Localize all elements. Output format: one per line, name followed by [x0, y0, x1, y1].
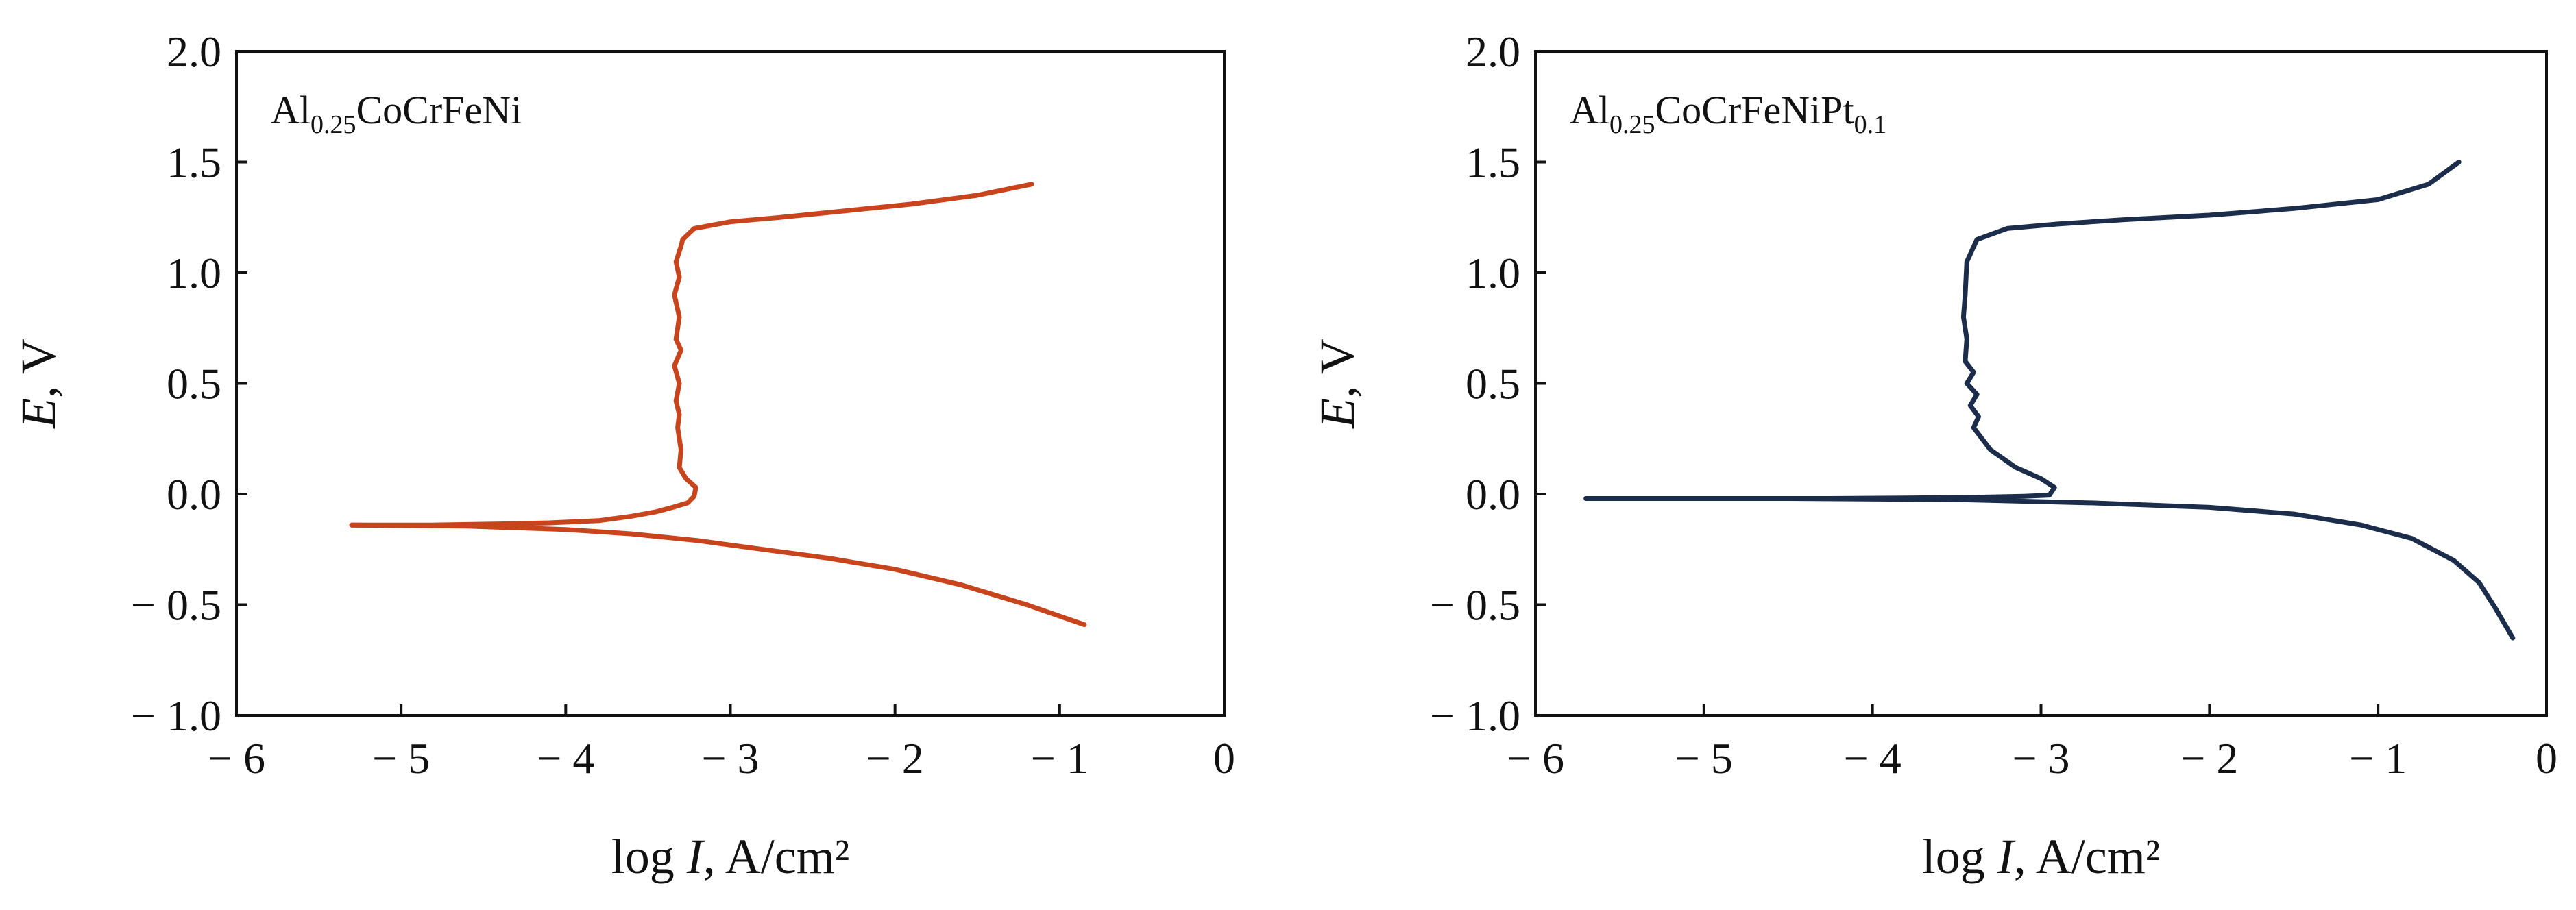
chart-panel-left: − 6 − 5 − 4 − 3 − 2 − 1 0 2.0 1.5 1.0 0.5 0.0 − 0.5 −…	[11, 27, 1235, 884]
polarization-curve-anodic	[1583, 160, 2462, 501]
y-axis-label: E, V	[1310, 339, 1365, 429]
y-tick-label: − 1.0	[1430, 691, 1520, 740]
alloy-annotation: Al0.25CoCrFeNiPt0.1	[1570, 88, 1886, 139]
alloy-annotation: Al0.25CoCrFeNi	[271, 88, 522, 139]
x-tick-label: − 3	[2012, 734, 2069, 783]
y-tick-label: − 0.5	[131, 581, 221, 630]
x-tick-label: − 5	[1675, 734, 1733, 783]
y-tick-label: 2.0	[1466, 27, 1520, 76]
polarization-curve-anodic	[349, 182, 1034, 528]
y-tick-label: − 1.0	[131, 691, 221, 740]
y-tick-label: 0.5	[1466, 360, 1520, 408]
y-axis-label: E, V	[11, 339, 66, 429]
x-axis-label: log I, A/cm²	[611, 829, 850, 884]
x-tick-label: − 3	[701, 734, 759, 783]
x-tick-label: − 6	[208, 734, 265, 783]
x-tick-label: − 2	[866, 734, 924, 783]
polarization-curve-cathodic	[1583, 496, 2516, 641]
y-tick-label: 1.0	[167, 249, 221, 297]
y-tick-label: − 0.5	[1430, 581, 1520, 630]
y-tick-label: 0.5	[167, 360, 221, 408]
y-tick-label: 0.0	[1466, 470, 1520, 519]
x-tick-label: − 2	[2180, 734, 2238, 783]
x-tick-label: 0	[1213, 734, 1235, 783]
y-tick-label: 1.5	[1466, 138, 1520, 187]
x-tick-label: − 5	[372, 734, 430, 783]
x-tick-label: − 4	[537, 734, 594, 783]
y-tick-label: 1.0	[1466, 249, 1520, 297]
plot-area-frame	[1534, 50, 2548, 717]
y-tick-label: 1.5	[167, 138, 221, 187]
x-tick-label: − 6	[1507, 734, 1564, 783]
x-axis-label: log I, A/cm²	[1922, 829, 2161, 884]
x-tick-label: − 1	[1031, 734, 1089, 783]
x-tick-label: − 1	[2349, 734, 2407, 783]
polarization-curve-cathodic	[349, 522, 1087, 628]
plot-area-frame	[235, 50, 1226, 717]
chart-panel-right: − 6 − 5 − 4 − 3 − 2 − 1 0 2.0 1.5 1.0 0.5 0.0 − 0.5 −…	[1310, 27, 2557, 884]
x-tick-label: 0	[2536, 734, 2557, 783]
y-tick-label: 0.0	[167, 470, 221, 519]
y-tick-label: 2.0	[167, 27, 221, 76]
x-tick-label: − 4	[1844, 734, 1901, 783]
